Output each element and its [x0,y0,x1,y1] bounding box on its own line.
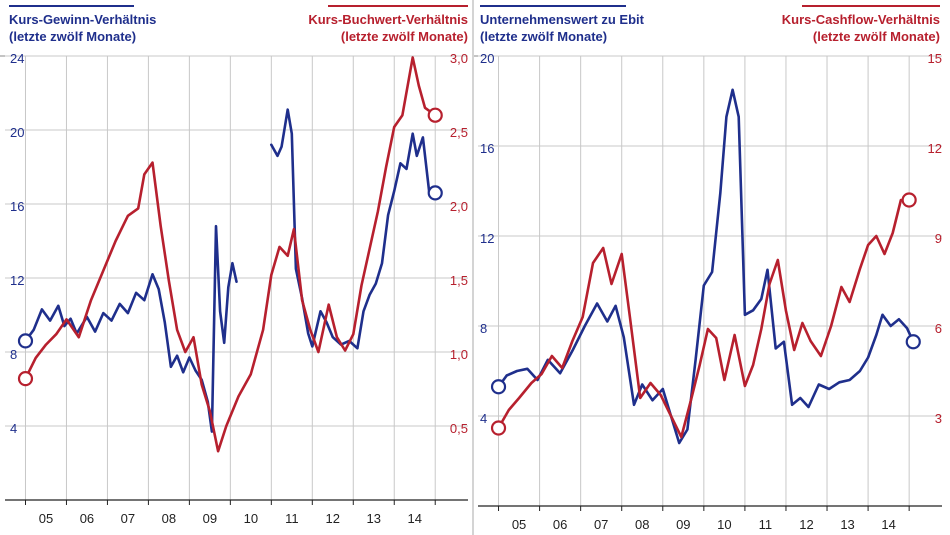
right-axis-tick-label: 12 [928,141,942,156]
x-tick-label: 14 [408,511,422,526]
left-title-line1: Kurs-Gewinn-Verhältnis [9,12,156,27]
left-axis-tick-label: 4 [480,411,487,426]
right-title-line1: Kurs-Buchwert-Verhältnis [308,12,468,27]
x-tick-label: 10 [244,511,258,526]
start-marker-blue [17,333,34,349]
x-tick-label: 13 [367,511,381,526]
right-axis-tick-label: 3,0 [450,51,468,66]
x-tick-label: 08 [162,511,176,526]
left-title-line2: (letzte zwölf Monate) [480,29,607,44]
start-marker-red [17,371,34,387]
left-axis-tick-label: 20 [480,51,494,66]
x-tick-label: 13 [840,517,854,532]
x-tick-label: 07 [121,511,135,526]
x-tick-label: 09 [676,517,690,532]
right-axis-tick-label: 15 [928,51,942,66]
plot-area: 4 8 12 16 20 24 0,5 1,0 1,5 2,0 2,5 3,0 05 06 07 08 09 10… [5,51,468,526]
right-title-line2: (letzte zwölf Monate) [813,29,940,44]
left-axis-tick-label: 24 [10,51,24,66]
left-title-line1: Unternehmenswert zu Ebit [480,12,645,27]
right-axis-tick-label: 9 [935,231,942,246]
x-tick-label: 05 [39,511,53,526]
right-title-line2: (letzte zwölf Monate) [341,29,468,44]
x-tick-label: 06 [80,511,94,526]
end-marker-blue [427,185,443,201]
left-axis-tick-label: 12 [10,273,24,288]
right-axis-tick-label: 3 [935,411,942,426]
end-marker-red [427,107,443,123]
left-axis-tick-label: 16 [480,141,494,156]
left-axis-tick-label: 12 [480,231,494,246]
left-axis-tick-label: 4 [10,421,17,436]
right-axis-tick-label: 2,5 [450,125,468,140]
start-marker-blue [490,379,507,395]
series-line-blue [497,88,915,445]
series-line-red [24,56,437,453]
right-axis-tick-label: 2,0 [450,199,468,214]
x-tick-label: 12 [799,517,813,532]
x-tick-label: 11 [759,517,773,532]
chart-panel-ev-ebit-kcv: Unternehmenswert zu Ebit (letzte zwölf M… [474,5,942,532]
end-marker-red [901,192,917,208]
chart-panel-kgv-kbv: Kurs-Gewinn-Verhältnis (letzte zwölf Mon… [0,5,468,526]
start-marker-red [490,420,507,436]
x-tick-label: 11 [285,511,299,526]
series-line-blue [24,224,238,433]
series-line-red [497,198,911,439]
x-tick-label: 08 [635,517,649,532]
right-title-line1: Kurs-Cashflow-Verhältnis [782,12,940,27]
left-title-line2: (letzte zwölf Monate) [9,29,136,44]
x-tick-label: 14 [881,517,895,532]
right-axis-tick-label: 6 [935,321,942,336]
x-tick-label: 12 [326,511,340,526]
x-tick-label: 09 [203,511,217,526]
x-tick-label: 10 [717,517,731,532]
x-tick-label: 06 [553,517,567,532]
series-line-blue [270,108,437,350]
end-marker-blue [905,334,921,350]
right-axis-tick-label: 0,5 [450,421,468,436]
left-axis-tick-label: 20 [10,125,24,140]
x-tick-label: 05 [512,517,526,532]
plot-area: 4 8 12 16 20 3 6 9 12 15 05 06 07 08 09 10 11 12 13 14 [478,51,942,532]
left-axis-tick-label: 16 [10,199,24,214]
left-axis-tick-label: 8 [480,321,487,336]
right-axis-tick-label: 1,5 [450,273,468,288]
x-tick-label: 07 [594,517,608,532]
left-axis-tick-label: 8 [10,347,17,362]
right-axis-tick-label: 1,0 [450,347,468,362]
